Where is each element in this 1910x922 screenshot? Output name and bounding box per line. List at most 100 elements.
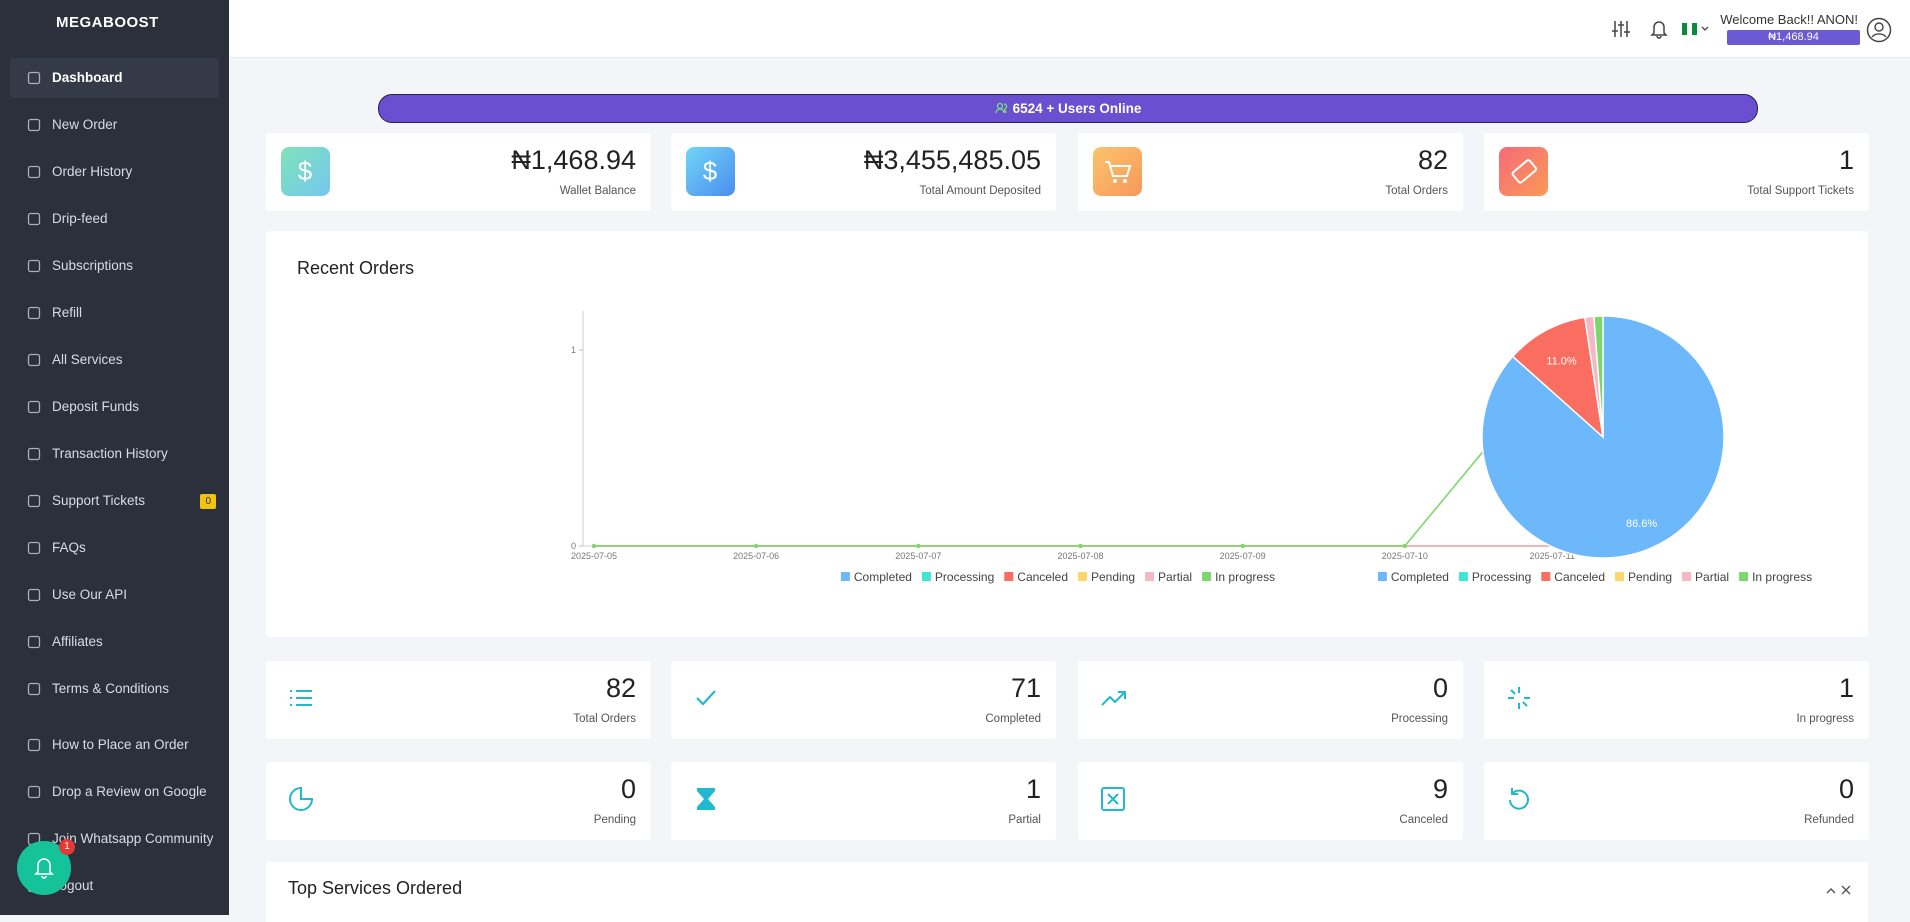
stat-label: Partial: [1008, 814, 1041, 826]
nav-icon: [27, 259, 41, 273]
stat-label: Total Orders: [1385, 185, 1448, 197]
legend-label: In progress: [1215, 570, 1275, 584]
nav-item[interactable]: Order History: [10, 152, 219, 192]
order-stat-card: 1 In progress: [1484, 661, 1869, 739]
nav-badge: 0: [200, 494, 216, 509]
nav-label: Transaction History: [52, 446, 168, 461]
x-tick-label: 2025-07-09: [1220, 551, 1266, 561]
legend-swatch: [921, 572, 931, 581]
nav-icon: [27, 635, 41, 649]
top-services-title: Top Services Ordered: [288, 878, 463, 898]
nav-icon: [27, 165, 41, 179]
legend-label: Canceled: [1554, 570, 1605, 584]
nav-item[interactable]: Use Our API: [10, 575, 219, 615]
language-flag[interactable]: [1682, 23, 1712, 35]
nav-label: Drip-feed: [52, 211, 108, 226]
legend-label: Canceled: [1017, 570, 1068, 584]
panel-controls[interactable]: [1826, 884, 1852, 896]
online-text: 6524 + Users Online: [1012, 101, 1142, 116]
stat-label: Completed: [985, 713, 1041, 725]
nav-item[interactable]: FAQs: [10, 528, 219, 568]
nav-icon: [27, 588, 41, 602]
nav-label: Deposit Funds: [52, 399, 140, 414]
nav-icon: [27, 682, 41, 696]
nav-item[interactable]: Affiliates: [10, 622, 219, 662]
nav-label: Refill: [52, 305, 83, 320]
nav-icon: [27, 494, 41, 508]
nav-item[interactable]: Terms & Conditions: [10, 669, 219, 709]
nav-item[interactable]: Transaction History: [10, 434, 219, 474]
point: [754, 544, 759, 548]
logo[interactable]: MEGABOOST: [56, 14, 159, 31]
notification-button[interactable]: 1: [17, 839, 75, 895]
order-stat-icon: [693, 786, 719, 817]
slice-label: 11.0%: [1546, 355, 1577, 367]
icon-glyph: [697, 788, 715, 810]
nav-icon: [27, 400, 41, 414]
legend-swatch: [1145, 572, 1155, 581]
top-bar: Welcome Back!! ANON! ₦1,468.94: [229, 0, 1910, 58]
stat-value: 9: [1432, 774, 1448, 804]
stat-label: Wallet Balance: [559, 185, 636, 197]
icon-glyph: [1105, 161, 1132, 183]
icon-glyph: [1511, 159, 1538, 184]
avatar[interactable]: [1866, 17, 1892, 43]
charts: 0 1 2025-07-05 2025-07-06 2025-07-07 2025-07-…: [571, 311, 1812, 584]
nav-item[interactable]: Support Tickets 0: [10, 481, 219, 521]
nav-icon: [27, 353, 41, 367]
nav-item[interactable]: Subscriptions: [10, 246, 219, 286]
legend-swatch: [1004, 572, 1014, 581]
nav-label: Terms & Conditions: [52, 681, 170, 696]
icon-glyph: $: [703, 156, 718, 186]
order-stat-icon: [1506, 786, 1532, 817]
stat-value: 1: [1838, 673, 1854, 703]
order-stat-card: 0 Processing: [1078, 661, 1463, 739]
nav-icon: [27, 118, 41, 132]
y-tick-label: 1: [571, 345, 576, 355]
x-tick-label: 2025-07-05: [571, 551, 617, 561]
order-stat-card: 82 Total Orders: [266, 661, 651, 739]
balance-badge: ₦1,468.94: [1727, 30, 1860, 45]
nav-item[interactable]: How to Place an Order: [10, 725, 219, 765]
legend-label: Pending: [1628, 570, 1672, 584]
nav-item[interactable]: Dashboard: [10, 58, 219, 98]
nav-item[interactable]: Deposit Funds: [10, 387, 219, 427]
x-tick-label: 2025-07-06: [733, 551, 779, 561]
legend-swatch: [1377, 572, 1387, 581]
stat-label: Pending: [593, 814, 636, 826]
legend-label: Partial: [1158, 570, 1192, 584]
nav-label: Join Whatsapp Community: [52, 831, 214, 846]
icon-glyph: [696, 690, 716, 706]
stat-card: $ ₦3,455,485.05 Total Amount Deposited: [671, 133, 1056, 211]
nav-item[interactable]: All Services: [10, 340, 219, 380]
nav-icon: [27, 541, 41, 555]
stat-value: 0: [620, 774, 636, 804]
point: [1078, 544, 1083, 548]
bell-icon[interactable]: [1650, 19, 1668, 39]
legend-swatch: [1202, 572, 1212, 581]
nav-item[interactable]: New Order: [10, 105, 219, 145]
order-stat-icon: [693, 685, 719, 716]
stat-card: $ ₦1,468.94 Wallet Balance: [266, 133, 651, 211]
nav-icon: [27, 738, 41, 752]
online-banner: 6524 + Users Online: [378, 94, 1758, 123]
x-tick-label: 2025-07-11: [1530, 551, 1575, 561]
nav-label: Dashboard: [52, 70, 123, 85]
sidebar: MEGABOOST Dashboard New Order Order Histor…: [0, 0, 229, 915]
icon-glyph: [1509, 788, 1529, 810]
order-stat-card: 0 Pending: [266, 762, 651, 840]
x-tick-label: 2025-07-08: [1057, 551, 1103, 561]
nav-item[interactable]: Drop a Review on Google: [10, 772, 219, 812]
nav-item[interactable]: Drip-feed: [10, 199, 219, 239]
filter-icon[interactable]: [1611, 20, 1631, 38]
stat-label: Canceled: [1399, 814, 1448, 826]
nav-label: FAQs: [52, 540, 86, 555]
nav-item[interactable]: Refill: [10, 293, 219, 333]
stat-card: 1 Total Support Tickets: [1484, 133, 1869, 211]
point: [1240, 544, 1245, 548]
icon-glyph: [1101, 691, 1126, 706]
stat-icon: [1093, 147, 1142, 196]
stat-value: 0: [1432, 673, 1448, 703]
stat-label: Processing: [1391, 713, 1448, 725]
